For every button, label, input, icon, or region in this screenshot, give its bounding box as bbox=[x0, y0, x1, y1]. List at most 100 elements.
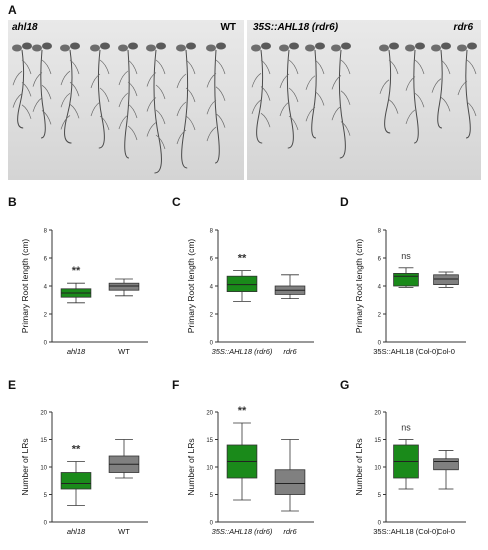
lateral-root bbox=[260, 59, 271, 75]
lateral-root bbox=[440, 59, 451, 75]
lateral-root bbox=[21, 104, 32, 119]
seedling bbox=[405, 42, 425, 144]
y-tick-label: 10 bbox=[40, 466, 47, 472]
lateral-root bbox=[340, 121, 351, 136]
y-tick-label: 6 bbox=[378, 257, 382, 263]
box-iqr bbox=[433, 274, 459, 285]
leaf bbox=[60, 44, 70, 52]
leaf bbox=[32, 44, 42, 52]
y-axis-label: Primary Root length (cm) bbox=[186, 239, 196, 334]
seedling bbox=[12, 42, 32, 129]
box-iqr bbox=[433, 458, 459, 471]
chart-e-number-of-lrs: 0 5 10 15 20 Number of LRs ahl18 ** WT bbox=[20, 411, 148, 536]
lateral-root bbox=[118, 114, 129, 130]
seedling bbox=[176, 42, 196, 169]
y-tick-label: 5 bbox=[210, 493, 214, 499]
y-tick-label: 5 bbox=[378, 493, 382, 499]
y-tick-label: 20 bbox=[374, 411, 381, 417]
y-tick-label: 15 bbox=[374, 438, 381, 444]
lateral-root bbox=[206, 126, 217, 142]
primary-root bbox=[286, 49, 294, 149]
primary-root bbox=[465, 49, 471, 139]
lateral-root bbox=[206, 99, 217, 115]
seedling-photo-right: 35S::AHL18 (rdr6) rdr6 bbox=[247, 20, 481, 180]
lateral-root bbox=[414, 92, 425, 108]
panel-letter-f: F bbox=[172, 378, 180, 392]
leaf bbox=[305, 44, 315, 52]
seedling bbox=[146, 42, 166, 174]
y-tick-label: 2 bbox=[378, 313, 382, 319]
photo-label-rdr6: rdr6 bbox=[453, 22, 473, 33]
seedling bbox=[60, 42, 80, 144]
lateral-root bbox=[440, 97, 451, 112]
lateral-root bbox=[99, 59, 110, 75]
seedling bbox=[251, 42, 271, 144]
lateral-root bbox=[379, 79, 390, 94]
box-control bbox=[433, 271, 459, 288]
seedling bbox=[118, 42, 138, 159]
y-tick-label: 8 bbox=[44, 229, 48, 235]
leaf bbox=[128, 42, 138, 50]
primary-root bbox=[40, 49, 46, 139]
primary-root bbox=[311, 49, 317, 139]
lateral-root bbox=[260, 112, 271, 128]
lateral-root bbox=[251, 73, 262, 88]
x-tick-label: 35S::AHL18 (Col-0) bbox=[373, 347, 439, 356]
lateral-root bbox=[314, 59, 325, 75]
lateral-root bbox=[279, 101, 290, 117]
leaf bbox=[341, 42, 351, 50]
primary-root bbox=[17, 49, 25, 129]
leaf bbox=[146, 44, 156, 52]
lateral-root bbox=[60, 70, 71, 86]
lateral-root bbox=[340, 90, 351, 105]
primary-root bbox=[97, 49, 105, 149]
lateral-root bbox=[21, 59, 32, 75]
seedlings-left-drawing bbox=[12, 42, 226, 174]
seedling bbox=[32, 42, 52, 139]
y-axis-label: Primary Root length (cm) bbox=[20, 239, 30, 334]
box-iqr bbox=[108, 282, 140, 291]
y-axis-label: Number of LRs bbox=[20, 438, 30, 495]
lateral-root bbox=[260, 86, 271, 101]
y-tick-label: 6 bbox=[44, 257, 48, 263]
lateral-root bbox=[457, 80, 468, 96]
leaf bbox=[441, 42, 451, 50]
significance-annotation: ** bbox=[72, 265, 81, 277]
lateral-root bbox=[388, 99, 399, 114]
box-control bbox=[108, 439, 140, 479]
lateral-root bbox=[127, 59, 138, 75]
primary-root bbox=[214, 49, 220, 164]
x-tick-label: ahl18 bbox=[67, 347, 86, 356]
leaf bbox=[12, 44, 22, 52]
lateral-root bbox=[32, 72, 43, 87]
primary-root bbox=[153, 49, 162, 174]
box-iqr bbox=[60, 472, 92, 490]
y-tick-label: 0 bbox=[44, 341, 48, 347]
seedling bbox=[305, 42, 325, 139]
lateral-root bbox=[305, 106, 316, 122]
lateral-root bbox=[60, 92, 71, 108]
lateral-root bbox=[60, 115, 71, 130]
leaf bbox=[389, 42, 399, 50]
leaf bbox=[22, 42, 32, 50]
x-tick-label: 35S::AHL18 (rdr6) bbox=[212, 347, 273, 356]
x-tick-label: Col-0 bbox=[437, 347, 455, 356]
y-tick-label: 0 bbox=[44, 521, 48, 527]
leaf bbox=[379, 44, 389, 52]
seedling bbox=[457, 42, 477, 139]
primary-root bbox=[256, 49, 264, 144]
lateral-root bbox=[32, 97, 43, 112]
significance-annotation: ns bbox=[401, 423, 411, 433]
lateral-root bbox=[185, 87, 196, 103]
lateral-root bbox=[127, 103, 138, 119]
lateral-root bbox=[331, 105, 342, 121]
leaf bbox=[206, 44, 216, 52]
lateral-root bbox=[41, 84, 52, 100]
panel-letter-c: C bbox=[172, 195, 181, 209]
box-iqr bbox=[274, 469, 306, 495]
primary-root bbox=[338, 49, 346, 159]
x-tick-label: ahl18 bbox=[67, 527, 86, 536]
lateral-root bbox=[288, 87, 299, 103]
chart-b-primary-root-length: 0 2 4 6 8 Primary Root length (cm) ahl18 ** WT bbox=[20, 229, 148, 356]
